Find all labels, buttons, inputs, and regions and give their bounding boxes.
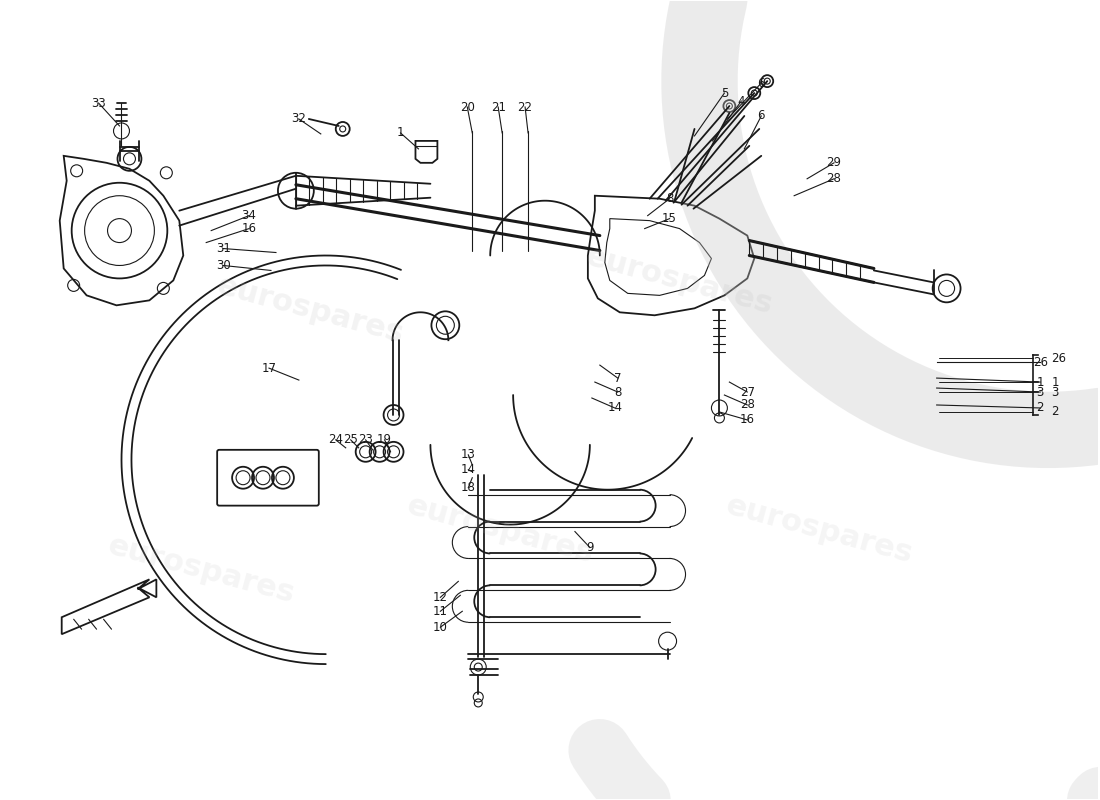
Text: eurospares: eurospares — [104, 530, 298, 608]
Text: 24: 24 — [328, 434, 343, 446]
Text: 8: 8 — [614, 386, 622, 398]
Text: 27: 27 — [740, 386, 755, 398]
Text: 32: 32 — [292, 113, 306, 126]
Text: 7: 7 — [614, 371, 622, 385]
Text: eurospares: eurospares — [583, 242, 777, 319]
Text: 20: 20 — [460, 101, 475, 114]
Text: eurospares: eurospares — [404, 490, 597, 569]
Text: 23: 23 — [359, 434, 373, 446]
Text: 28: 28 — [826, 172, 842, 186]
Text: 10: 10 — [433, 621, 448, 634]
Text: 14: 14 — [607, 402, 623, 414]
Text: eurospares: eurospares — [723, 490, 916, 569]
Text: 15: 15 — [662, 212, 676, 225]
Text: 6: 6 — [758, 110, 764, 122]
Text: 13: 13 — [461, 448, 475, 462]
Text: 3: 3 — [1052, 386, 1058, 398]
Text: 1: 1 — [1036, 375, 1044, 389]
Text: 9: 9 — [586, 541, 594, 554]
Text: 16: 16 — [242, 222, 256, 235]
Text: 25: 25 — [343, 434, 359, 446]
Text: 26: 26 — [1052, 352, 1066, 365]
Text: 29: 29 — [826, 156, 842, 170]
Text: 2: 2 — [1052, 406, 1059, 418]
Text: 28: 28 — [740, 398, 755, 411]
Text: 3: 3 — [1036, 386, 1044, 398]
Text: eurospares: eurospares — [214, 271, 408, 350]
Text: 16: 16 — [740, 414, 755, 426]
Text: 1: 1 — [397, 126, 405, 139]
Text: 26: 26 — [1033, 356, 1048, 369]
Text: 34: 34 — [242, 209, 256, 222]
Text: 31: 31 — [216, 242, 231, 255]
Text: 33: 33 — [91, 97, 106, 110]
Text: 8: 8 — [666, 192, 673, 206]
Text: 5: 5 — [720, 86, 728, 99]
Text: 6: 6 — [758, 77, 764, 90]
Text: 19: 19 — [377, 434, 392, 446]
Text: 12: 12 — [433, 591, 448, 604]
Text: 18: 18 — [461, 481, 475, 494]
Text: 1: 1 — [1052, 375, 1059, 389]
Text: 17: 17 — [262, 362, 276, 374]
Text: 30: 30 — [216, 259, 231, 272]
Text: 11: 11 — [433, 605, 448, 618]
Text: 4: 4 — [738, 94, 745, 107]
Text: 14: 14 — [461, 463, 476, 476]
Text: 2: 2 — [1036, 402, 1044, 414]
Text: 21: 21 — [491, 101, 506, 114]
Text: 22: 22 — [518, 101, 532, 114]
